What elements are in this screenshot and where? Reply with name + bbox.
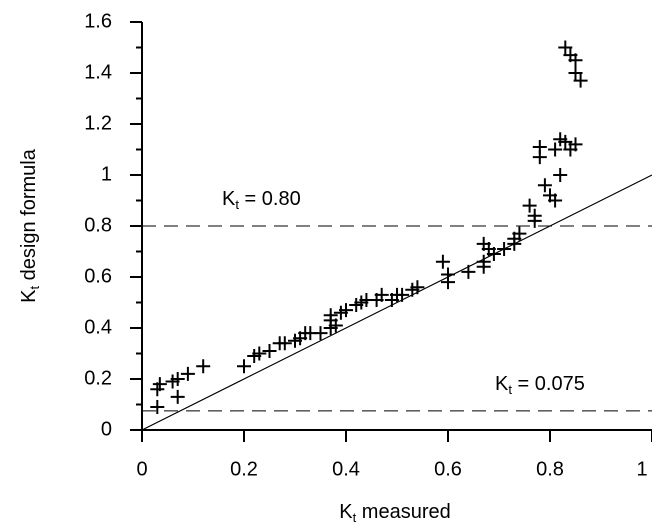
point — [262, 343, 277, 358]
y-axis-label-rest: design formula — [18, 148, 40, 286]
point — [323, 308, 338, 323]
x-axis-label-rest: measured — [356, 501, 451, 523]
point — [339, 303, 353, 318]
point — [152, 377, 167, 392]
point — [568, 66, 583, 80]
x-axis-label-sub: t — [353, 510, 357, 525]
point — [441, 275, 455, 290]
x-axis-label-main: K — [339, 501, 353, 523]
y-axis-label: Kt design formula — [18, 148, 42, 303]
x-tick-label: 0.4 — [332, 458, 360, 480]
y-axis-label-sub: t — [27, 286, 42, 290]
point — [252, 346, 267, 361]
x-tick-label: 0.2 — [230, 458, 258, 480]
y-tick-label: 1.2 — [84, 112, 112, 134]
reference-line — [141, 174, 652, 431]
x-tick-label: 1 — [636, 458, 647, 480]
threshold-label-sub: t — [508, 382, 512, 397]
point — [537, 178, 552, 193]
y-tick-label: 1.4 — [84, 61, 112, 83]
threshold-label-rest: = 0.80 — [239, 188, 301, 210]
point — [522, 198, 537, 213]
y-axis-label-main: K — [18, 289, 40, 303]
y-tick-label: 0.4 — [84, 316, 112, 338]
x-tick-label: 0 — [136, 458, 147, 480]
point — [486, 247, 501, 262]
x-tick-label: 0.8 — [536, 458, 564, 480]
point — [558, 134, 573, 149]
threshold-label: Kt = 0.075 — [495, 373, 585, 397]
point — [497, 241, 512, 256]
y-tick-label: 1 — [101, 163, 112, 185]
point — [410, 280, 425, 295]
point — [558, 40, 573, 55]
point — [548, 193, 563, 208]
point — [461, 264, 476, 279]
point — [180, 366, 195, 381]
point — [150, 400, 165, 415]
point — [548, 142, 563, 157]
threshold-label: Kt = 0.80 — [222, 188, 301, 212]
point — [170, 372, 185, 386]
point — [568, 137, 583, 152]
point — [527, 213, 542, 228]
point — [435, 254, 450, 269]
threshold-label-main: K — [222, 188, 236, 210]
point — [512, 226, 527, 241]
point — [237, 359, 251, 374]
point — [395, 287, 410, 302]
x-axis-label: Kt measured — [339, 501, 450, 525]
x-tick-label: 0.6 — [434, 458, 462, 480]
point — [374, 287, 389, 302]
point — [553, 168, 568, 182]
y-tick-label: 0.8 — [84, 214, 112, 236]
y-tick-label: 0 — [101, 418, 112, 440]
point — [277, 336, 292, 351]
threshold-label-main: K — [495, 373, 509, 395]
threshold-label-sub: t — [235, 197, 239, 212]
point — [532, 150, 547, 165]
point — [476, 254, 491, 269]
point — [573, 73, 588, 88]
y-tick-label: 1.6 — [84, 10, 112, 32]
point — [170, 389, 185, 404]
point — [196, 359, 211, 374]
y-tick-label: 0.2 — [84, 367, 112, 389]
point — [313, 326, 328, 341]
point — [568, 53, 583, 68]
threshold-label-rest: = 0.075 — [512, 373, 585, 395]
y-tick-label: 0.6 — [84, 265, 112, 287]
